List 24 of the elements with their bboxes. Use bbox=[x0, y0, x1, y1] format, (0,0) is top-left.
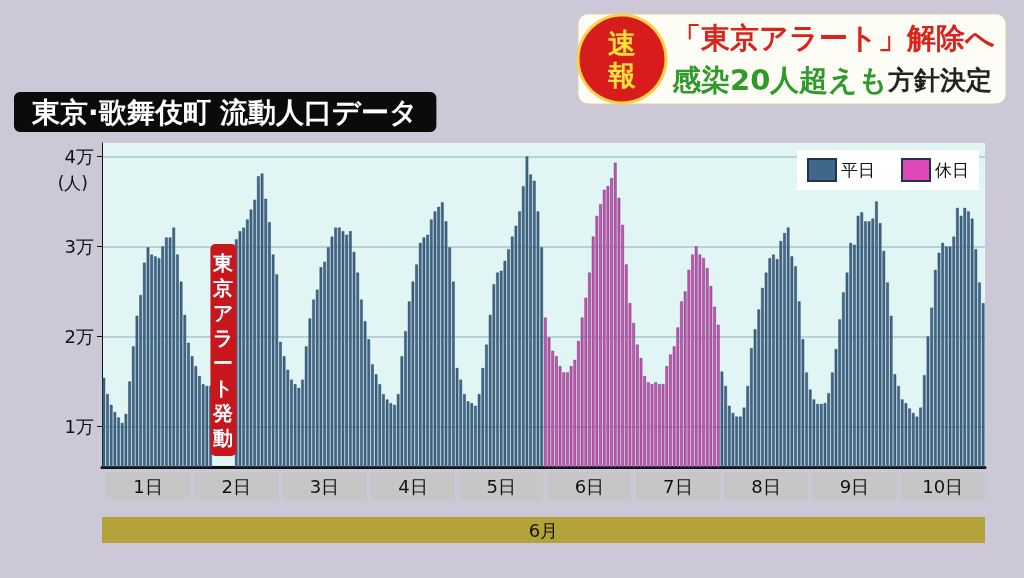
x-tick-label: 1日 bbox=[133, 475, 163, 497]
x-tick-label: 4日 bbox=[398, 475, 428, 497]
chart-title: 東京·歌舞伎町 流動人口データ bbox=[31, 95, 419, 129]
x-tick-label: 6日 bbox=[574, 475, 605, 497]
y-tick-label: 3万 bbox=[64, 236, 94, 257]
legend-label: 休日 bbox=[935, 160, 969, 180]
x-tick-label: 7日 bbox=[663, 475, 693, 497]
x-tick-label: 8日 bbox=[751, 475, 781, 497]
text: 感染20人超えも bbox=[671, 63, 889, 97]
text: 速報 bbox=[607, 26, 636, 92]
y-tick-label: 2万 bbox=[64, 326, 94, 347]
x-tick-label: 10日 bbox=[922, 475, 964, 497]
x-tick-label: 9日 bbox=[839, 475, 870, 497]
text: 方針決定 bbox=[887, 65, 993, 95]
x-axis-title: 6月 bbox=[528, 519, 559, 541]
y-tick-label: 4万 bbox=[64, 146, 94, 167]
x-tick-label: 3日 bbox=[309, 475, 340, 497]
y-axis-title: (人) bbox=[57, 172, 88, 193]
y-tick-label: 1万 bbox=[64, 416, 94, 437]
x-tick-label: 2日 bbox=[221, 475, 252, 497]
x-tick-label: 5日 bbox=[486, 475, 516, 497]
text: 「東京アラート」解除へ bbox=[672, 21, 995, 55]
annotation: 東京アラート発動 bbox=[212, 250, 234, 450]
legend-label: 平日 bbox=[841, 160, 875, 180]
